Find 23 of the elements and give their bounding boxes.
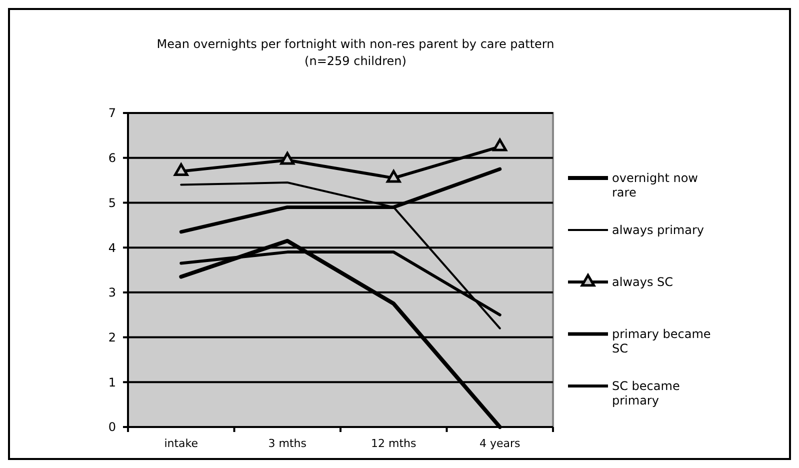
y-tick-label: 2 xyxy=(108,330,116,344)
legend-label: always SC xyxy=(612,275,674,290)
x-tick-label: 4 years xyxy=(479,437,521,450)
chart-title: Mean overnights per fortnight with non-res parent by care pattern xyxy=(156,37,554,51)
x-tick-label: 12 mths xyxy=(371,437,416,450)
y-tick-label: 0 xyxy=(108,420,116,434)
point xyxy=(492,138,508,152)
legend-label: always primary xyxy=(612,223,704,238)
x-tick-label: 3 mths xyxy=(268,437,307,450)
y-tick-label: 3 xyxy=(108,286,116,300)
point xyxy=(386,170,401,183)
point xyxy=(174,163,188,176)
legend-label: overnight now rare xyxy=(612,171,698,200)
x-tick-label: intake xyxy=(164,437,198,450)
y-tick-label: 7 xyxy=(108,106,116,120)
chart-subtitle: (n=259 children) xyxy=(304,54,406,68)
point xyxy=(280,152,295,165)
y-tick-label: 1 xyxy=(108,375,116,390)
y-tick-label: 6 xyxy=(108,151,116,166)
legend-label: SC became primary xyxy=(612,379,680,408)
y-tick-label: 5 xyxy=(108,196,116,210)
legend-label: primary became SC xyxy=(612,327,711,356)
y-tick-label: 4 xyxy=(108,240,116,255)
